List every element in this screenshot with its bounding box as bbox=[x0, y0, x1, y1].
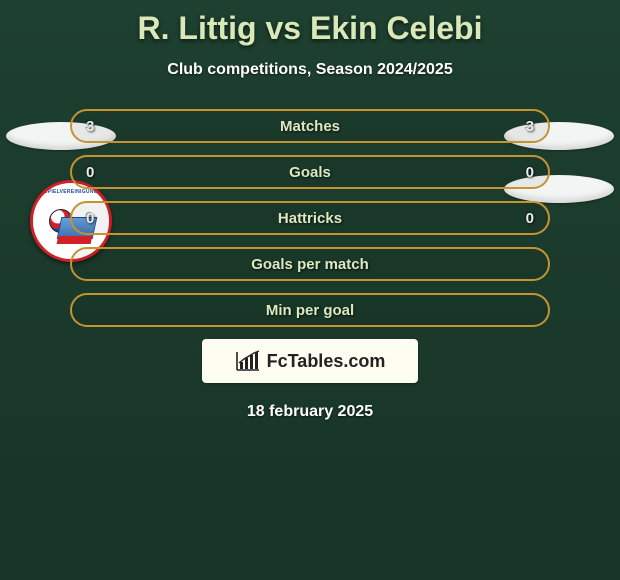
page-title: R. Littig vs Ekin Celebi bbox=[0, 0, 620, 47]
stat-right-value: 3 bbox=[514, 118, 534, 135]
stat-row-hattricks: 0 Hattricks 0 bbox=[70, 201, 550, 235]
stat-label: Goals bbox=[106, 164, 514, 181]
subtitle: Club competitions, Season 2024/2025 bbox=[0, 61, 620, 79]
stat-row-goals: 0 Goals 0 bbox=[70, 155, 550, 189]
stat-row-goals-per-match: Goals per match bbox=[70, 247, 550, 281]
stat-right-value: 0 bbox=[514, 210, 534, 227]
brand-badge: FcTables.com bbox=[202, 339, 418, 383]
stat-label: Min per goal bbox=[106, 302, 514, 319]
stats-container: 3 Matches 3 0 Goals 0 0 Hattricks 0 Goal… bbox=[70, 109, 550, 327]
stat-left-value: 0 bbox=[86, 210, 106, 227]
stat-row-matches: 3 Matches 3 bbox=[70, 109, 550, 143]
stat-right-value: 0 bbox=[514, 164, 534, 181]
stat-left-value: 0 bbox=[86, 164, 106, 181]
stat-label: Matches bbox=[106, 118, 514, 135]
stat-left-value: 3 bbox=[86, 118, 106, 135]
date-text: 18 february 2025 bbox=[0, 403, 620, 421]
stat-label: Goals per match bbox=[106, 256, 514, 273]
brand-name: FcTables.com bbox=[267, 351, 386, 372]
stat-row-min-per-goal: Min per goal bbox=[70, 293, 550, 327]
bar-chart-icon bbox=[235, 350, 261, 372]
stat-label: Hattricks bbox=[106, 210, 514, 227]
